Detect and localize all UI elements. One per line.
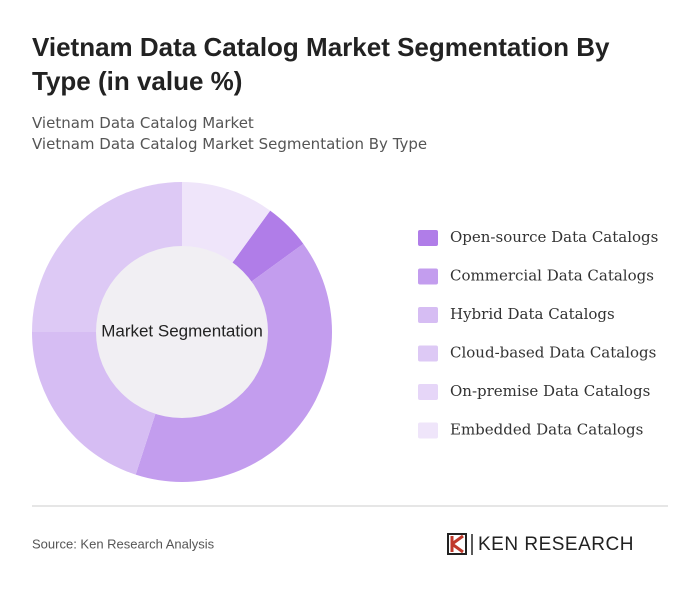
legend-swatch [418, 345, 438, 362]
donut-hole [96, 246, 268, 418]
subtitle: Vietnam Data Catalog Market [32, 114, 254, 132]
chart-title: Vietnam Data Catalog Market Segmentation… [32, 32, 610, 96]
legend-label: Open-source Data Catalogs [450, 228, 658, 246]
legend-label: Commercial Data Catalogs [450, 267, 654, 285]
legend-label: Embedded Data Catalogs [450, 421, 643, 439]
center-label: Market Segmentation [101, 321, 263, 340]
legend-swatch [418, 230, 438, 246]
legend-swatch [418, 268, 438, 285]
brand: KEN RESEARCH [478, 534, 634, 555]
legend-label: Hybrid Data Catalogs [450, 305, 615, 323]
legend-label: On-premise Data Catalogs [450, 382, 650, 400]
legend-swatch [418, 384, 438, 400]
legend-label: Cloud-based Data Catalogs [450, 344, 656, 362]
subtitle: Vietnam Data Catalog Market Segmentation… [32, 135, 428, 153]
source: Source: Ken Research Analysis [32, 536, 215, 551]
logo [447, 533, 473, 555]
legend-swatch [418, 307, 438, 323]
legend-swatch [418, 422, 438, 439]
